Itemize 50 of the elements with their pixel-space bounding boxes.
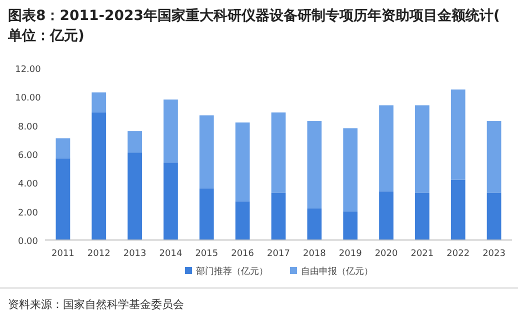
bar <box>343 211 358 240</box>
x-tick-label: 2021 <box>410 249 434 259</box>
bar <box>128 131 142 153</box>
bar <box>307 121 322 208</box>
y-tick-label: 4.00 <box>18 180 38 190</box>
x-tick-label: 2012 <box>87 249 110 259</box>
bar <box>199 188 214 240</box>
bar <box>56 138 70 158</box>
bar <box>450 180 466 240</box>
bar <box>199 115 214 188</box>
bar <box>486 121 502 193</box>
x-tick-label: 2020 <box>374 249 398 259</box>
y-tick-label: 10.00 <box>15 94 42 104</box>
bar <box>307 208 322 240</box>
bar <box>486 192 502 240</box>
y-tick-label: 2.00 <box>18 208 38 218</box>
bar <box>235 201 250 240</box>
bar <box>235 122 250 202</box>
y-tick-label: 8.00 <box>18 122 38 132</box>
bar <box>56 158 70 240</box>
bar <box>379 191 394 240</box>
x-tick-label: 2013 <box>123 249 146 259</box>
x-tick-label: 2023 <box>482 249 506 259</box>
bar <box>271 192 286 240</box>
x-tick-label: 2015 <box>195 249 218 259</box>
bar <box>450 90 466 180</box>
bar <box>415 105 430 193</box>
title: 图表8：2011-2023年国家重大科研仪器设备研制专项历年资助项目金额统计(单位：亿元) <box>8 8 500 44</box>
bar <box>92 112 106 240</box>
x-tick-label: 2017 <box>267 249 290 259</box>
x-tick-label: 2016 <box>231 249 254 259</box>
bar <box>92 92 106 112</box>
y-tick-label: 0.00 <box>18 237 38 247</box>
bar <box>343 128 358 212</box>
y-tick-label: 6.00 <box>18 151 38 161</box>
x-tick-label: 2019 <box>338 249 362 259</box>
bar <box>164 100 178 163</box>
x-tick-label: 2011 <box>52 249 74 259</box>
x-tick-label: 2014 <box>159 249 182 259</box>
bar <box>128 152 142 240</box>
bar <box>415 192 430 240</box>
y-tick-label: 12.00 <box>15 65 42 75</box>
x-tick-label: 2022 <box>446 249 470 259</box>
bar <box>164 162 178 240</box>
bar <box>379 105 394 192</box>
bar <box>271 112 286 193</box>
x-tick-label: 2018 <box>302 249 326 259</box>
legend-label: 部门推荐（亿元） <box>196 266 268 277</box>
text: 资料来源：国家自然科学基金委员会 <box>8 298 184 311</box>
legend-label: 自由申报（亿元） <box>301 266 373 277</box>
